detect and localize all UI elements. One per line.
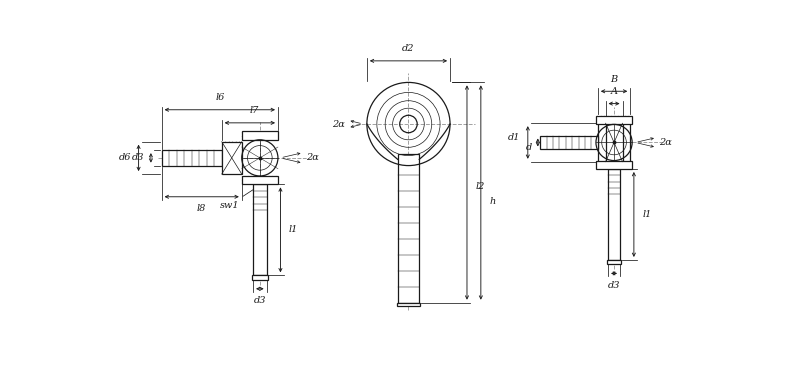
Text: d3: d3 (254, 296, 266, 306)
Bar (598, 123, 630, 162)
Text: h: h (490, 197, 495, 206)
Text: d2: d2 (402, 44, 414, 53)
Text: l7: l7 (250, 106, 259, 115)
Text: l8: l8 (197, 205, 206, 213)
Bar (608, 169, 620, 260)
Bar (606, 123, 622, 162)
Text: A: A (610, 87, 618, 96)
Text: sw1: sw1 (220, 190, 253, 210)
Text: l2: l2 (475, 182, 485, 191)
Bar (162, 150, 222, 165)
Bar (397, 303, 420, 306)
Text: 2α: 2α (659, 138, 672, 147)
Bar (596, 161, 632, 169)
Bar (222, 142, 242, 174)
Bar (253, 184, 266, 275)
Bar (607, 260, 621, 264)
Bar (540, 135, 598, 149)
Bar (252, 275, 268, 280)
Bar (242, 176, 278, 184)
Text: l1: l1 (642, 210, 652, 219)
Text: 2α: 2α (306, 153, 318, 163)
Text: d3: d3 (132, 153, 145, 163)
Bar (398, 154, 419, 303)
Text: l6: l6 (215, 93, 225, 102)
Text: B: B (610, 75, 618, 83)
Bar (242, 131, 278, 140)
Text: d: d (526, 143, 533, 152)
Text: d6: d6 (118, 153, 131, 163)
Text: d3: d3 (608, 281, 620, 290)
Text: 2α: 2α (332, 120, 345, 128)
Text: d1: d1 (508, 133, 520, 142)
Bar (596, 116, 632, 124)
Text: l1: l1 (289, 225, 298, 234)
